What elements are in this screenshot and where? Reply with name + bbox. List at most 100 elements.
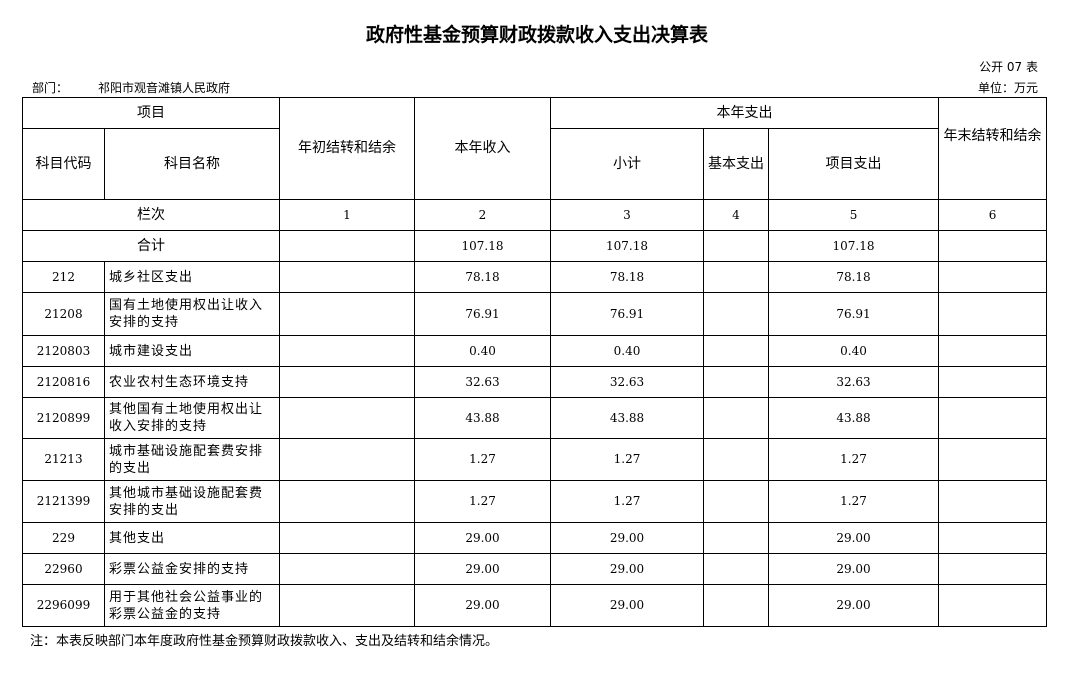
row-begin bbox=[279, 522, 415, 554]
row-basic bbox=[703, 480, 769, 523]
row-end bbox=[938, 584, 1048, 627]
col-num: 5 bbox=[767, 199, 940, 231]
table-row: 2120803 城市建设支出 0.40 0.40 0.40 bbox=[22, 335, 1048, 367]
table-row: 2120899 其他国有土地使用权出让收入安排的支持 43.88 43.88 43.88 bbox=[22, 397, 1048, 439]
row-end bbox=[938, 292, 1048, 336]
row-subtotal: 43.88 bbox=[550, 397, 704, 439]
row-basic bbox=[703, 553, 769, 585]
table-number: 公开 07 表 bbox=[979, 60, 1038, 74]
row-project: 76.91 bbox=[767, 292, 940, 336]
row-income: 0.40 bbox=[414, 335, 551, 367]
row-code: 2121399 bbox=[22, 480, 105, 523]
total-row: 合计 107.18 107.18 107.18 bbox=[22, 230, 1048, 262]
total-begin bbox=[279, 230, 415, 262]
row-basic bbox=[703, 366, 769, 398]
row-project: 1.27 bbox=[767, 480, 940, 523]
row-project: 32.63 bbox=[767, 366, 940, 398]
row-end bbox=[938, 261, 1048, 293]
col-num: 3 bbox=[550, 199, 704, 231]
row-project: 0.40 bbox=[767, 335, 940, 367]
department-line: 部门： 祁阳市观音滩镇人民政府 bbox=[32, 79, 230, 96]
table-row: 212 城乡社区支出 78.18 78.18 78.18 bbox=[22, 261, 1048, 293]
page-title: 政府性基金预算财政拨款收入支出决算表 bbox=[365, 24, 708, 46]
row-basic bbox=[703, 522, 769, 554]
row-begin bbox=[279, 261, 415, 293]
header-subtotal: 小计 bbox=[550, 128, 704, 200]
row-begin bbox=[279, 438, 415, 481]
table-row: 2296099 用于其他社会公益事业的彩票公益金的支持 29.00 29.00 29.0… bbox=[22, 584, 1048, 627]
row-subtotal: 29.00 bbox=[550, 584, 704, 627]
row-name: 用于其他社会公益事业的彩票公益金的支持 bbox=[104, 584, 280, 627]
total-subtotal: 107.18 bbox=[550, 230, 704, 262]
header-code: 科目代码 bbox=[22, 128, 105, 200]
row-subtotal: 1.27 bbox=[550, 438, 704, 481]
header-begin-balance: 年初结转和结余 bbox=[279, 97, 415, 200]
row-income: 78.18 bbox=[414, 261, 551, 293]
table-row: 22960 彩票公益金安排的支持 29.00 29.00 29.00 bbox=[22, 553, 1048, 585]
row-subtotal: 29.00 bbox=[550, 553, 704, 585]
row-income: 29.00 bbox=[414, 522, 551, 554]
total-project: 107.18 bbox=[767, 230, 940, 262]
row-name: 彩票公益金安排的支持 bbox=[104, 553, 280, 585]
table-row: 2121399 其他城市基础设施配套费安排的支出 1.27 1.27 1.27 bbox=[22, 480, 1048, 523]
row-begin bbox=[279, 292, 415, 336]
table-row: 21213 城市基础设施配套费安排的支出 1.27 1.27 1.27 bbox=[22, 438, 1048, 481]
row-project: 29.00 bbox=[767, 584, 940, 627]
total-income: 107.18 bbox=[414, 230, 551, 262]
row-income: 32.63 bbox=[414, 366, 551, 398]
row-basic bbox=[703, 261, 769, 293]
header-project-expense: 项目支出 bbox=[767, 128, 940, 200]
row-basic bbox=[703, 335, 769, 367]
header-basic: 基本支出 bbox=[703, 128, 769, 200]
row-code: 2120803 bbox=[22, 335, 105, 367]
row-code: 22960 bbox=[22, 553, 105, 585]
row-subtotal: 76.91 bbox=[550, 292, 704, 336]
row-project: 78.18 bbox=[767, 261, 940, 293]
row-subtotal: 1.27 bbox=[550, 480, 704, 523]
row-code: 229 bbox=[22, 522, 105, 554]
row-project: 29.00 bbox=[767, 553, 940, 585]
row-begin bbox=[279, 366, 415, 398]
row-end bbox=[938, 522, 1048, 554]
row-subtotal: 78.18 bbox=[550, 261, 704, 293]
row-income: 1.27 bbox=[414, 438, 551, 481]
total-label: 合计 bbox=[22, 230, 280, 262]
row-name: 国有土地使用权出让收入安排的支持 bbox=[104, 292, 280, 336]
table-row: 21208 国有土地使用权出让收入安排的支持 76.91 76.91 76.91 bbox=[22, 292, 1048, 336]
header-project: 项目 bbox=[22, 97, 280, 129]
row-end bbox=[938, 480, 1048, 523]
row-begin bbox=[279, 397, 415, 439]
row-code: 2296099 bbox=[22, 584, 105, 627]
row-end bbox=[938, 335, 1048, 367]
row-code: 212 bbox=[22, 261, 105, 293]
row-income: 29.00 bbox=[414, 553, 551, 585]
row-begin bbox=[279, 335, 415, 367]
row-name: 其他国有土地使用权出让收入安排的支持 bbox=[104, 397, 280, 439]
department-label: 部门： bbox=[32, 81, 69, 95]
row-begin bbox=[279, 480, 415, 523]
header-income: 本年收入 bbox=[414, 97, 551, 200]
col-num: 6 bbox=[938, 199, 1048, 231]
row-code: 2120816 bbox=[22, 366, 105, 398]
footnote: 注：本表反映部门本年度政府性基金预算财政拨款收入、支出及结转和结余情况。 bbox=[30, 634, 499, 649]
row-name: 城市基础设施配套费安排的支出 bbox=[104, 438, 280, 481]
row-name: 其他城市基础设施配套费安排的支出 bbox=[104, 480, 280, 523]
col-num: 2 bbox=[414, 199, 551, 231]
row-begin bbox=[279, 584, 415, 627]
row-income: 29.00 bbox=[414, 584, 551, 627]
row-end bbox=[938, 397, 1048, 439]
row-end bbox=[938, 553, 1048, 585]
row-basic bbox=[703, 397, 769, 439]
row-basic bbox=[703, 584, 769, 627]
header-name: 科目名称 bbox=[104, 128, 280, 200]
row-subtotal: 32.63 bbox=[550, 366, 704, 398]
row-subtotal: 0.40 bbox=[550, 335, 704, 367]
row-name: 农业农村生态环境支持 bbox=[104, 366, 280, 398]
row-project: 43.88 bbox=[767, 397, 940, 439]
col-num: 4 bbox=[703, 199, 769, 231]
row-subtotal: 29.00 bbox=[550, 522, 704, 554]
header-column-index: 栏次 bbox=[22, 199, 280, 231]
row-basic bbox=[703, 292, 769, 336]
row-name: 城市建设支出 bbox=[104, 335, 280, 367]
row-end bbox=[938, 366, 1048, 398]
